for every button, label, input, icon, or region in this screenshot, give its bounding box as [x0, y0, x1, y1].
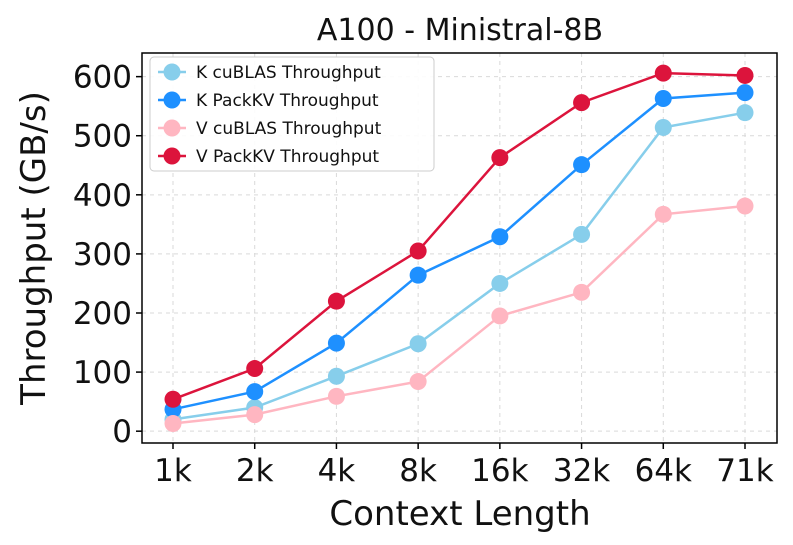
y-tick-label: 100 — [73, 355, 132, 391]
series-v-packkv-throughput — [164, 64, 754, 408]
data-point — [573, 94, 591, 112]
data-point — [736, 84, 754, 102]
x-tick-label: 1k — [154, 453, 192, 489]
x-tick-label: 16k — [471, 453, 528, 489]
data-point — [654, 64, 672, 82]
series-line — [172, 204, 746, 425]
series-line — [172, 91, 746, 411]
legend-item: K PackKV Throughput — [158, 91, 379, 111]
data-point — [491, 228, 509, 246]
x-tick-label: 8k — [399, 453, 437, 489]
legend: K cuBLAS Throughput K PackKV Throughput V … — [149, 56, 435, 172]
legend-label: V PackKV Throughput — [196, 147, 379, 167]
data-point — [327, 367, 345, 385]
series-line — [172, 71, 746, 401]
legend-box — [149, 56, 435, 172]
data-point — [573, 283, 591, 301]
legend-label: V cuBLAS Throughput — [196, 119, 382, 139]
data-point — [327, 387, 345, 405]
data-point — [246, 383, 264, 401]
data-point — [736, 197, 754, 215]
data-point — [736, 66, 754, 84]
y-tick-label: 500 — [73, 119, 132, 155]
x-tick-label: 71k — [716, 453, 773, 489]
legend-marker — [163, 147, 181, 165]
y-axis-label: Throughput (GB/s) — [14, 91, 54, 406]
x-tick-label: 64k — [635, 453, 692, 489]
data-point — [654, 205, 672, 223]
data-point — [573, 156, 591, 174]
data-point — [736, 104, 754, 122]
x-tick-label: 4k — [318, 453, 356, 489]
data-point — [409, 373, 427, 391]
data-point — [164, 415, 182, 432]
legend-marker — [163, 91, 181, 109]
x-axis: 1k 2k 4k 8k 16k 32k 64k 71k — [154, 443, 774, 489]
data-point — [409, 266, 427, 284]
x-axis-label: Context Length — [329, 494, 590, 534]
legend-marker — [163, 119, 181, 137]
data-point — [654, 90, 672, 107]
legend-label: K PackKV Throughput — [196, 91, 379, 111]
data-point — [164, 390, 182, 408]
legend-item: V cuBLAS Throughput — [158, 119, 382, 139]
data-point — [409, 242, 427, 260]
legend-label: K cuBLAS Throughput — [196, 63, 381, 83]
x-tick-label: 2k — [236, 453, 274, 489]
data-point — [246, 360, 264, 378]
data-point — [409, 335, 427, 353]
data-point — [491, 274, 509, 292]
y-tick-label: 200 — [73, 296, 132, 332]
chart-title: A100 - Ministral-8B — [317, 13, 603, 48]
data-point — [654, 118, 672, 136]
data-point — [327, 292, 345, 310]
legend-item: V PackKV Throughput — [158, 147, 379, 167]
x-tick-label: 32k — [553, 453, 610, 489]
y-tick-label: 600 — [73, 60, 132, 96]
series-layer — [164, 64, 754, 432]
plot-frame — [141, 52, 778, 444]
data-point — [246, 406, 264, 424]
y-tick-label: 300 — [73, 237, 132, 273]
data-point — [573, 225, 591, 243]
series-v-cublas-throughput — [164, 197, 754, 432]
y-axis: 0 100 200 300 400 500 600 — [73, 60, 142, 450]
data-point — [491, 307, 509, 325]
y-tick-label: 0 — [112, 414, 132, 450]
series-line — [172, 111, 746, 421]
data-point — [327, 334, 345, 352]
data-point — [491, 149, 509, 167]
y-tick-label: 400 — [73, 178, 132, 214]
legend-item: K cuBLAS Throughput — [158, 63, 381, 83]
legend-marker — [163, 63, 181, 81]
